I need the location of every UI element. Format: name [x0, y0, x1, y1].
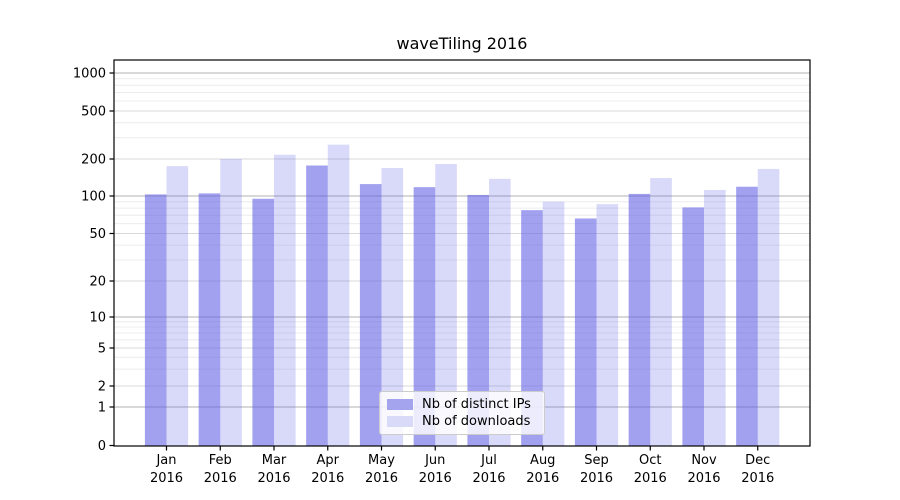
- legend-swatch-distinct-ips-icon: [387, 399, 413, 410]
- axes-box: [113, 59, 811, 447]
- x-tick-label-month-aug: Aug: [530, 453, 555, 468]
- x-tick-label-year-nov: 2016: [687, 471, 720, 486]
- y-tick-label-0: 0: [98, 439, 106, 454]
- legend-label-distinct-ips: Nb of distinct IPs: [422, 397, 531, 412]
- x-tick-label-month-nov: Nov: [691, 453, 717, 468]
- legend-swatch-downloads-icon: [387, 416, 413, 427]
- x-tick-label-year-apr: 2016: [311, 471, 344, 486]
- y-tick-label-200: 200: [81, 153, 106, 168]
- y-tick-label-100: 100: [81, 190, 106, 205]
- x-tick-label-year-sep: 2016: [580, 471, 613, 486]
- bar-downloads-jan: [166, 166, 189, 446]
- x-tick-label-year-aug: 2016: [526, 471, 559, 486]
- bar-downloads-mar: [274, 154, 296, 446]
- y-tick-label-20: 20: [89, 275, 106, 290]
- x-tick-label-month-apr: Apr: [317, 453, 340, 468]
- y-tick-label-5: 5: [98, 342, 106, 357]
- bar-distinct-ips-may: [359, 184, 382, 446]
- bar-distinct-ips-aug: [521, 210, 543, 446]
- chart-title: waveTiling 2016: [396, 34, 528, 53]
- x-tick-label-month-jul: Jul: [480, 453, 497, 468]
- bar-distinct-ips-feb: [198, 193, 221, 446]
- bar-downloads-nov: [704, 189, 726, 446]
- x-tick-label-month-sep: Sep: [584, 453, 609, 468]
- bar-downloads-oct: [650, 178, 672, 447]
- bar-distinct-ips-jun: [413, 187, 436, 446]
- bar-downloads-dec: [757, 168, 780, 446]
- bar-distinct-ips-apr: [306, 165, 328, 446]
- bar-downloads-jul: [489, 178, 511, 446]
- bar-downloads-feb: [220, 159, 242, 446]
- bar-downloads-aug: [542, 201, 565, 446]
- x-tick-label-year-dec: 2016: [741, 471, 774, 486]
- legend-item-distinct-ips: Nb of distinct IPs: [387, 396, 537, 413]
- y-tick-label-10: 10: [89, 311, 106, 326]
- y-tick-label-2: 2: [98, 380, 106, 395]
- bar-distinct-ips-nov: [682, 207, 704, 446]
- y-tick-label-1: 1: [98, 401, 106, 416]
- bar-distinct-ips-sep: [574, 218, 597, 446]
- y-tick-label-50: 50: [89, 227, 106, 242]
- x-tick-label-year-jul: 2016: [472, 471, 505, 486]
- x-tick-label-year-may: 2016: [365, 471, 398, 486]
- y-tick-label-1000: 1000: [73, 67, 106, 82]
- x-tick-label-month-oct: Oct: [639, 453, 661, 468]
- x-tick-label-month-dec: Dec: [745, 453, 770, 468]
- x-tick-label-year-feb: 2016: [204, 471, 237, 486]
- x-tick-label-month-jun: Jun: [424, 453, 445, 468]
- x-tick-label-year-jan: 2016: [150, 471, 183, 486]
- legend-item-downloads: Nb of downloads: [387, 413, 537, 430]
- bar-downloads-jun: [435, 164, 457, 446]
- bar-downloads-apr: [327, 144, 350, 446]
- bar-distinct-ips-jan: [144, 194, 167, 446]
- x-tick-label-year-jun: 2016: [419, 471, 452, 486]
- bar-distinct-ips-mar: [252, 198, 274, 446]
- bar-distinct-ips-jul: [467, 194, 489, 446]
- x-tick-label-month-may: May: [368, 453, 395, 468]
- x-tick-label-month-feb: Feb: [209, 453, 232, 468]
- y-tick-label-500: 500: [81, 105, 106, 120]
- bar-distinct-ips-dec: [736, 186, 758, 446]
- x-tick-label-year-oct: 2016: [634, 471, 667, 486]
- x-tick-label-month-jan: Jan: [155, 453, 176, 468]
- bar-distinct-ips-oct: [628, 193, 651, 446]
- legend-label-downloads: Nb of downloads: [422, 414, 531, 429]
- legend: Nb of distinct IPs Nb of downloads: [379, 391, 545, 435]
- x-tick-label-year-mar: 2016: [257, 471, 290, 486]
- bar-downloads-sep: [596, 204, 619, 446]
- x-tick-label-month-mar: Mar: [262, 453, 287, 468]
- bar-downloads-may: [381, 167, 404, 446]
